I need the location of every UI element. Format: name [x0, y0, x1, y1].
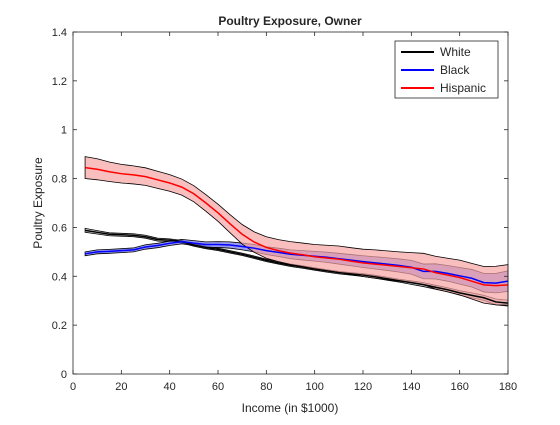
y-tick-label: 1.2: [52, 76, 67, 88]
x-tick-label: 120: [354, 381, 372, 393]
y-axis-label: Poultry Exposure: [31, 157, 45, 249]
x-tick-label: 20: [115, 381, 127, 393]
legend-label-black: Black: [440, 63, 470, 77]
x-tick-label: 60: [212, 381, 224, 393]
x-tick-label: 0: [70, 381, 76, 393]
y-tick-label: 1.4: [52, 27, 67, 39]
x-tick-label: 140: [402, 381, 420, 393]
legend-label-hispanic: Hispanic: [440, 81, 486, 95]
x-tick-label: 180: [499, 381, 517, 393]
line-white: [84, 229, 509, 304]
y-tick-label: 0.2: [52, 320, 67, 332]
y-tick-label: 0.8: [52, 174, 67, 186]
line-hispanic: [84, 166, 509, 287]
confidence-bands: [84, 156, 509, 307]
x-tick-label: 80: [260, 381, 272, 393]
y-tick-label: 0: [61, 369, 67, 381]
legend: White Black Hispanic: [394, 40, 499, 99]
chart-title: Poultry Exposure, Owner: [218, 14, 362, 28]
y-tick-label: 0.6: [52, 222, 67, 234]
series-lines: [84, 166, 509, 304]
line-black: [84, 240, 509, 284]
x-axis-ticks: 0 20 40 60 80 100 120 140 160 180: [70, 32, 517, 393]
x-axis-label: Income (in $1000): [242, 401, 339, 415]
legend-label-white: White: [440, 45, 471, 59]
y-tick-label: 0.4: [52, 271, 67, 283]
plot-area-frame: [72, 31, 509, 375]
x-tick-label: 100: [305, 381, 323, 393]
y-axis-ticks: 0 0.2 0.4 0.6 0.8 1 1.2 1.4: [52, 27, 508, 381]
x-tick-label: 160: [450, 381, 468, 393]
x-tick-label: 40: [164, 381, 176, 393]
y-tick-label: 1: [61, 125, 67, 137]
band-hispanic: [84, 156, 509, 306]
